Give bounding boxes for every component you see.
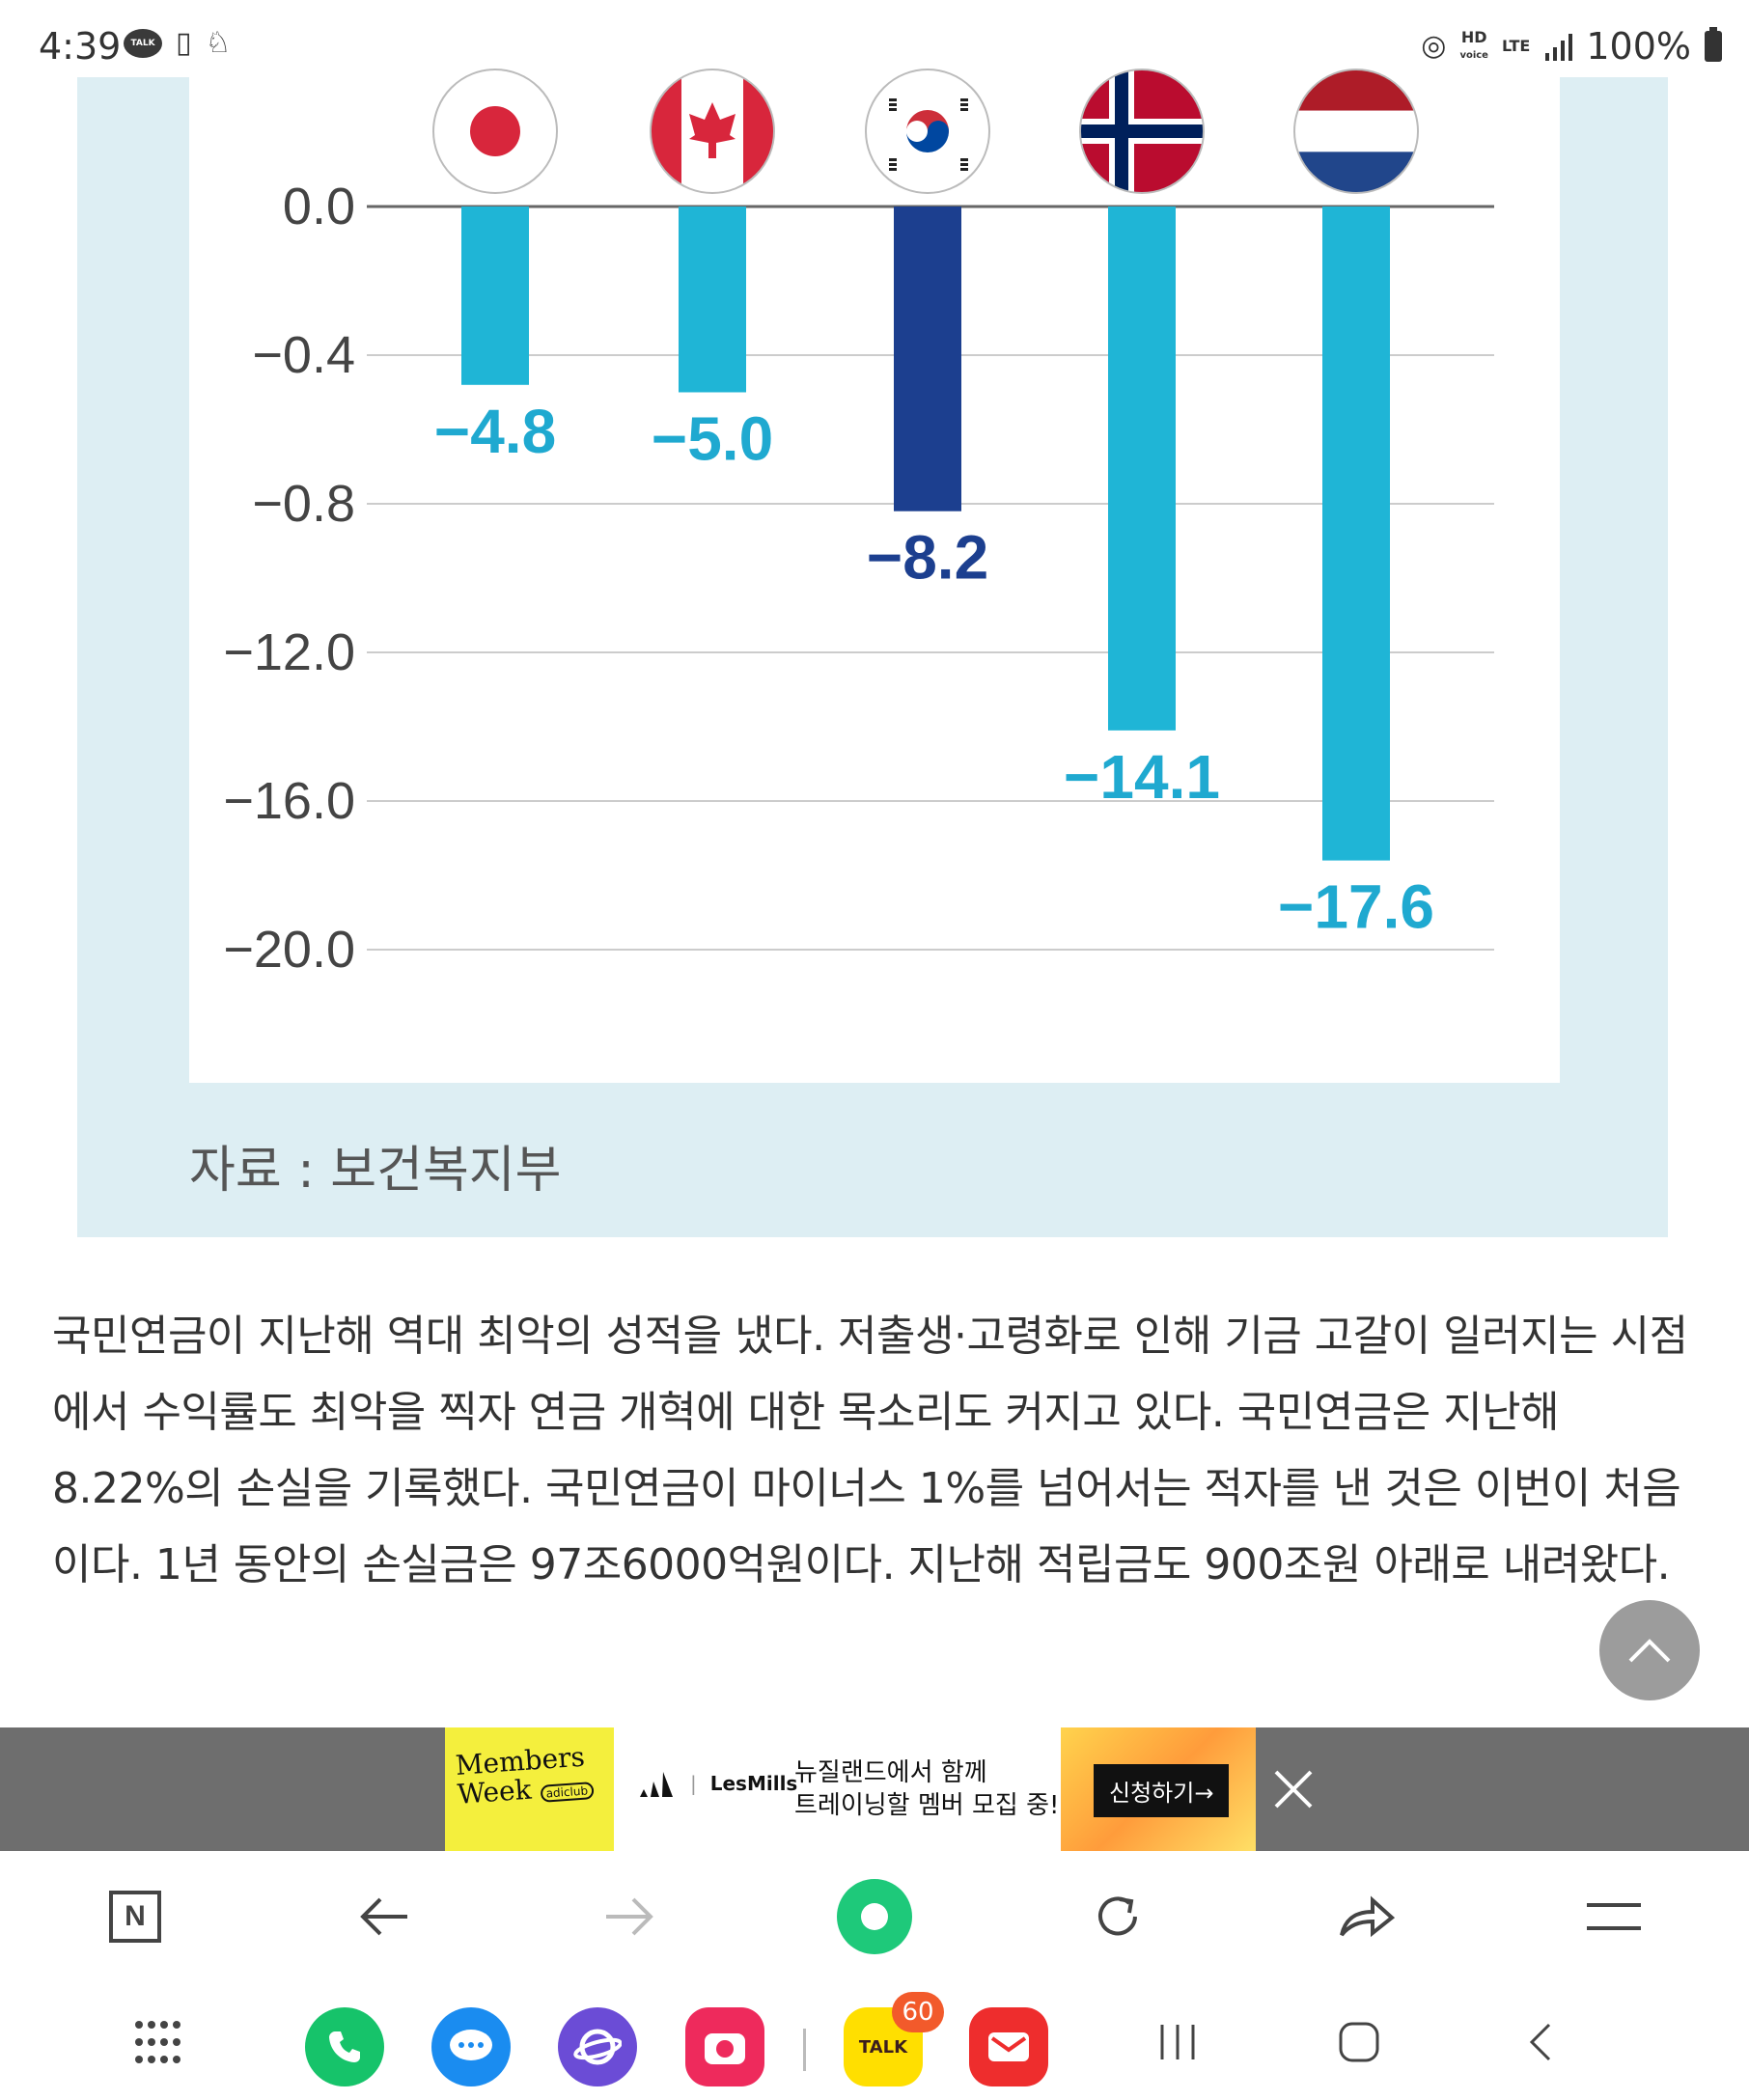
- ad-text-line2: 트레이닝할 멤버 모집 중!: [794, 1791, 1060, 1820]
- ad-banner[interactable]: Members Week adiclub | LesMills 뉴질랜드에서 함…: [445, 1727, 1256, 1851]
- share-button[interactable]: [1336, 1886, 1398, 1948]
- recent-apps-button[interactable]: [1147, 2011, 1208, 2073]
- signal-icon: [1545, 34, 1573, 61]
- messages-app-icon[interactable]: [431, 2007, 511, 2086]
- y-tick-label: −20.0: [223, 921, 355, 979]
- kakaotalk-badge: 60: [892, 1992, 944, 2032]
- browser-toolbar: N: [0, 1851, 1749, 1982]
- gallery-notification-icon: ▯: [176, 26, 192, 60]
- ad-brands: | LesMills: [638, 1770, 797, 1797]
- arrow-right-icon: [606, 1897, 653, 1936]
- hd-voice-icon: HD voice: [1459, 27, 1488, 61]
- clock: 4:39: [39, 25, 122, 68]
- adiclub-badge: adiclub: [540, 1782, 595, 1803]
- norway-flag-icon: [1079, 69, 1205, 194]
- y-tick-label: −12.0: [223, 623, 355, 681]
- recents-icon: [1160, 2025, 1195, 2059]
- ad-copy: 뉴질랜드에서 함께 트레이닝할 멤버 모집 중!: [794, 1756, 1059, 1822]
- fitness-notification-icon: ♘: [205, 26, 232, 60]
- adidas-logo-icon: [640, 1772, 673, 1797]
- netherlands-flag-icon: [1293, 69, 1419, 194]
- scroll-to-top-button[interactable]: [1599, 1600, 1700, 1700]
- y-tick-label: −0.4: [252, 326, 355, 384]
- bar: [461, 207, 529, 385]
- article-body: 국민연금이 지난해 역대 최악의 성적을 냈다. 저출생·고령화로 인해 기금 …: [52, 1298, 1693, 1603]
- bar-value-label: −14.1: [1064, 742, 1220, 812]
- bar-chart: 0.0 −0.4 −0.8 −12.0 −16.0 −20.0 −4.8 −5.0 −8.2 −1…: [223, 69, 1494, 979]
- status-bar: 4:39 TALK ▯ ♘ ◎ HD voice LTE 100%: [0, 0, 1749, 87]
- menu-button[interactable]: [1583, 1886, 1645, 1948]
- home-icon: [1339, 2022, 1379, 2062]
- status-right-icons: ◎ HD voice LTE 100%: [1421, 25, 1722, 68]
- hotspot-icon: ◎: [1421, 29, 1447, 63]
- y-tick-label: 0.0: [283, 178, 355, 235]
- bar-value-label: −5.0: [652, 404, 773, 474]
- bar-value-label: −17.6: [1278, 872, 1434, 942]
- dock-divider: [803, 2029, 806, 2071]
- canada-flag-icon: [650, 69, 775, 194]
- lesmills-logo: LesMills: [709, 1772, 798, 1795]
- status-left-icons: TALK ▯ ♘: [124, 29, 231, 58]
- bar: [679, 207, 746, 393]
- back-button[interactable]: [353, 1886, 415, 1948]
- y-tick-label: −16.0: [223, 772, 355, 830]
- chevron-left-icon: [1529, 2023, 1551, 2061]
- home-button[interactable]: [1328, 2011, 1390, 2073]
- system-back-button[interactable]: [1510, 2011, 1571, 2073]
- japan-flag-icon: [432, 69, 558, 194]
- chevron-up-icon: [1628, 1639, 1671, 1663]
- hamburger-menu-icon: [1587, 1903, 1641, 1930]
- navigation-bar: TALK: [0, 1982, 1749, 2100]
- article-paragraph: 국민연금이 지난해 역대 최악의 성적을 냈다. 저출생·고령화로 인해 기금 …: [52, 1312, 1688, 1589]
- lte-icon: LTE: [1501, 37, 1531, 55]
- bar: [1322, 207, 1390, 861]
- app-drawer-button[interactable]: [125, 2011, 187, 2073]
- ad-members-week: Members Week adiclub: [445, 1727, 614, 1851]
- bar-value-label: −4.8: [434, 397, 556, 466]
- ad-text-line1: 뉴질랜드에서 함께: [794, 1758, 987, 1787]
- green-dot-icon: [837, 1879, 912, 1954]
- naver-n-icon: N: [109, 1891, 161, 1943]
- camera-app-icon[interactable]: [685, 2007, 764, 2086]
- arrow-left-icon: [360, 1897, 407, 1936]
- phone-app-icon[interactable]: [305, 2007, 384, 2086]
- green-dot-button[interactable]: [836, 1878, 913, 1955]
- app-grid-icon: [135, 2021, 180, 2063]
- korea-flag-icon: [865, 69, 990, 194]
- naver-home-button[interactable]: N: [104, 1886, 166, 1948]
- ad-members-line2: Week: [456, 1773, 533, 1810]
- battery-icon: [1705, 27, 1722, 62]
- ad-apply-button[interactable]: 신청하기→: [1094, 1764, 1230, 1817]
- forward-button[interactable]: [598, 1886, 660, 1948]
- y-tick-label: −0.8: [252, 475, 355, 533]
- mail-app-icon[interactable]: [969, 2007, 1048, 2086]
- bar-value-label: −8.2: [867, 523, 988, 593]
- bar: [894, 207, 961, 511]
- bar: [1108, 207, 1176, 731]
- battery-percent: 100%: [1586, 25, 1691, 68]
- samsung-internet-app-icon[interactable]: [558, 2007, 637, 2086]
- chart-source: 자료 : 보건복지부: [189, 1142, 562, 1200]
- kakaotalk-notification-icon: TALK: [124, 29, 162, 58]
- share-icon: [1340, 1895, 1396, 1938]
- reload-icon: [1098, 1896, 1137, 1936]
- ad-close-icon[interactable]: [1272, 1768, 1315, 1810]
- reload-button[interactable]: [1087, 1886, 1149, 1948]
